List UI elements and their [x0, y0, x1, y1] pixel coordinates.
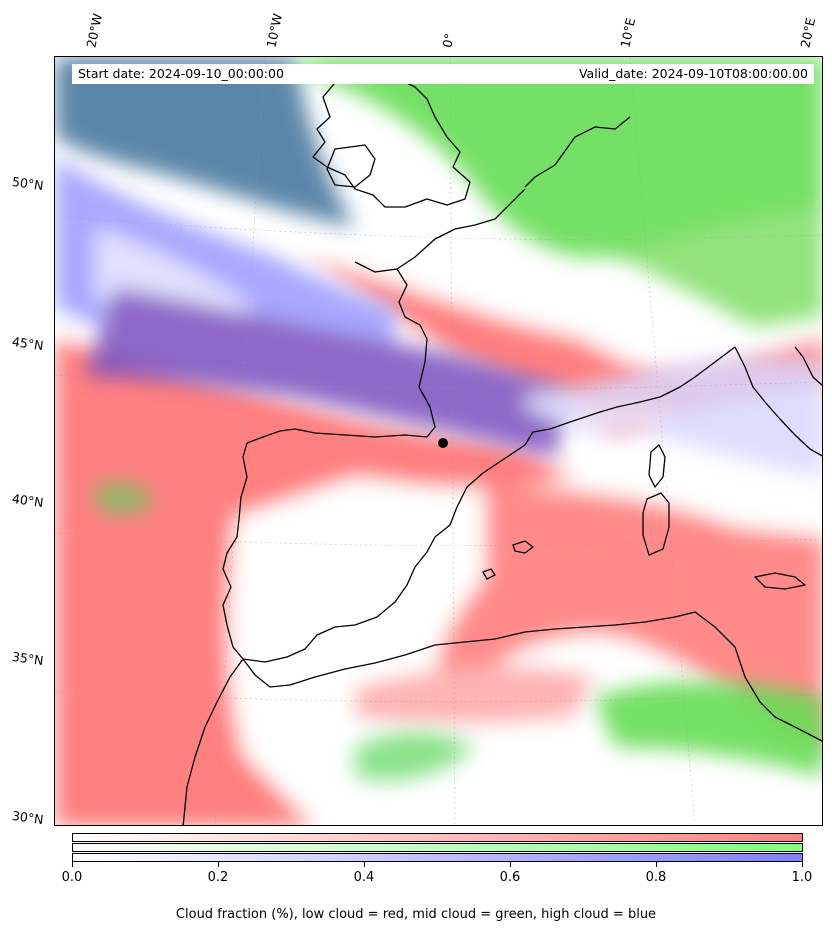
- colorbar-tick-label-1: 0.2: [207, 870, 229, 885]
- lon-label-10w: 10°W: [263, 12, 286, 49]
- colorbar-tick-label-3: 0.6: [499, 870, 521, 885]
- lat-label-40n: 40°N: [11, 490, 45, 511]
- colorbar-tick-0: [72, 862, 73, 867]
- colorbar-high-cloud: [72, 853, 803, 862]
- start-date-label: Start date: 2024-09-10_00:00:00: [72, 64, 564, 84]
- lat-label-45n: 45°N: [11, 333, 45, 354]
- colorbar-mid-cloud: [72, 843, 803, 852]
- lat-label-35n: 35°N: [11, 648, 45, 669]
- colorbar-tick-2: [364, 862, 365, 867]
- colorbar-caption: Cloud fraction (%), low cloud = red, mid…: [175, 907, 657, 922]
- lon-label-10e: 10°E: [617, 16, 639, 50]
- colorbar-tick-4: [656, 862, 657, 867]
- lon-label-20e: 20°E: [797, 16, 819, 50]
- cloud-map-canvas: [55, 57, 822, 825]
- colorbar-tick-1: [218, 862, 219, 867]
- colorbar-tick-3: [510, 862, 511, 867]
- colorbar-low-cloud: [72, 833, 803, 842]
- colorbar-tick-5: [802, 862, 803, 867]
- cloud-map: [54, 56, 823, 826]
- location-marker: [438, 438, 448, 448]
- colorbar-tick-label-5: 1.0: [791, 870, 813, 885]
- lon-label-20w: 20°W: [83, 12, 106, 49]
- lat-label-30n: 30°N: [11, 807, 45, 828]
- graticule: [55, 57, 822, 825]
- colorbar-tick-label-0: 0.0: [61, 870, 83, 885]
- valid-date-label: Valid_date: 2024-09-10T08:00:00.00: [540, 64, 814, 84]
- cloud-layer-high: [55, 157, 822, 477]
- colorbar-tick-label-2: 0.4: [353, 870, 375, 885]
- colorbar-tick-label-4: 0.8: [645, 870, 667, 885]
- lat-label-50n: 50°N: [11, 173, 45, 194]
- cloud-layer-mid: [55, 57, 822, 781]
- lon-label-0: 0°: [439, 31, 457, 49]
